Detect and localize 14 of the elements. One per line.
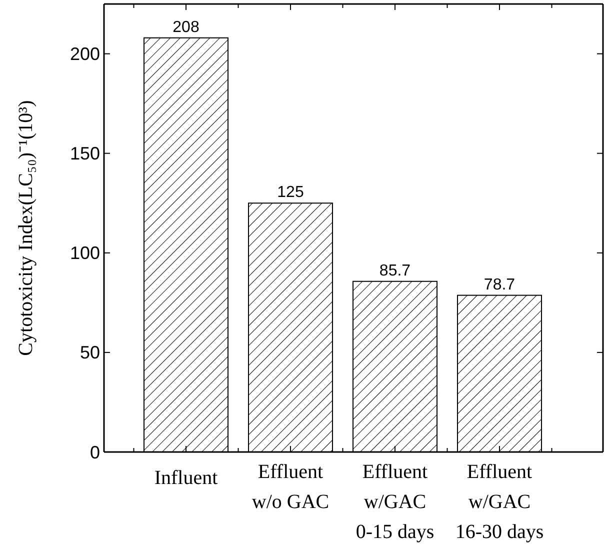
x-tick-label: Effluent w/GAC 16-30 days: [455, 461, 544, 543]
x-tick-label: Effluent w/GAC 0-15 days: [356, 461, 434, 543]
y-axis-title: Cytotoxicity Index(LC₅₀)⁻¹(10³): [15, 100, 37, 356]
y-tick-label: 0: [90, 442, 100, 462]
data-label: 125: [277, 184, 304, 202]
y-tick-label: 100: [70, 243, 100, 264]
x-tick-label: Influent: [154, 467, 218, 489]
y-tick-label: 50: [80, 342, 100, 363]
y-tick-label: 150: [70, 144, 100, 164]
y-tick-label: 200: [70, 44, 100, 64]
x-tick-label: Effluent w/o GAC: [252, 461, 330, 513]
data-label: 85.7: [379, 262, 411, 280]
data-label: 78.7: [484, 276, 516, 294]
data-label: 208: [172, 18, 200, 36]
